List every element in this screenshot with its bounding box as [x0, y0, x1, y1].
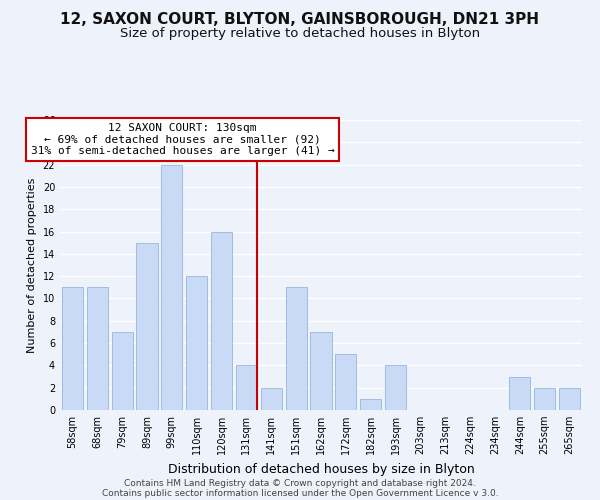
Bar	[286, 288, 307, 410]
Text: Size of property relative to detached houses in Blyton: Size of property relative to detached ho…	[120, 28, 480, 40]
Bar	[261, 388, 282, 410]
Bar	[310, 332, 332, 410]
Bar	[211, 232, 232, 410]
Bar	[136, 242, 158, 410]
Bar	[559, 388, 580, 410]
Bar	[335, 354, 356, 410]
Bar	[186, 276, 207, 410]
Bar	[509, 376, 530, 410]
Bar	[385, 366, 406, 410]
Bar	[62, 288, 83, 410]
Text: Contains HM Land Registry data © Crown copyright and database right 2024.: Contains HM Land Registry data © Crown c…	[124, 478, 476, 488]
Bar	[87, 288, 108, 410]
Bar	[112, 332, 133, 410]
Bar	[161, 164, 182, 410]
Bar	[236, 366, 257, 410]
X-axis label: Distribution of detached houses by size in Blyton: Distribution of detached houses by size …	[167, 462, 475, 475]
Text: 12, SAXON COURT, BLYTON, GAINSBOROUGH, DN21 3PH: 12, SAXON COURT, BLYTON, GAINSBOROUGH, D…	[61, 12, 539, 28]
Bar	[534, 388, 555, 410]
Text: 12 SAXON COURT: 130sqm
← 69% of detached houses are smaller (92)
31% of semi-det: 12 SAXON COURT: 130sqm ← 69% of detached…	[31, 123, 335, 156]
Text: Contains public sector information licensed under the Open Government Licence v : Contains public sector information licen…	[101, 488, 499, 498]
Y-axis label: Number of detached properties: Number of detached properties	[27, 178, 37, 352]
Bar	[360, 399, 381, 410]
